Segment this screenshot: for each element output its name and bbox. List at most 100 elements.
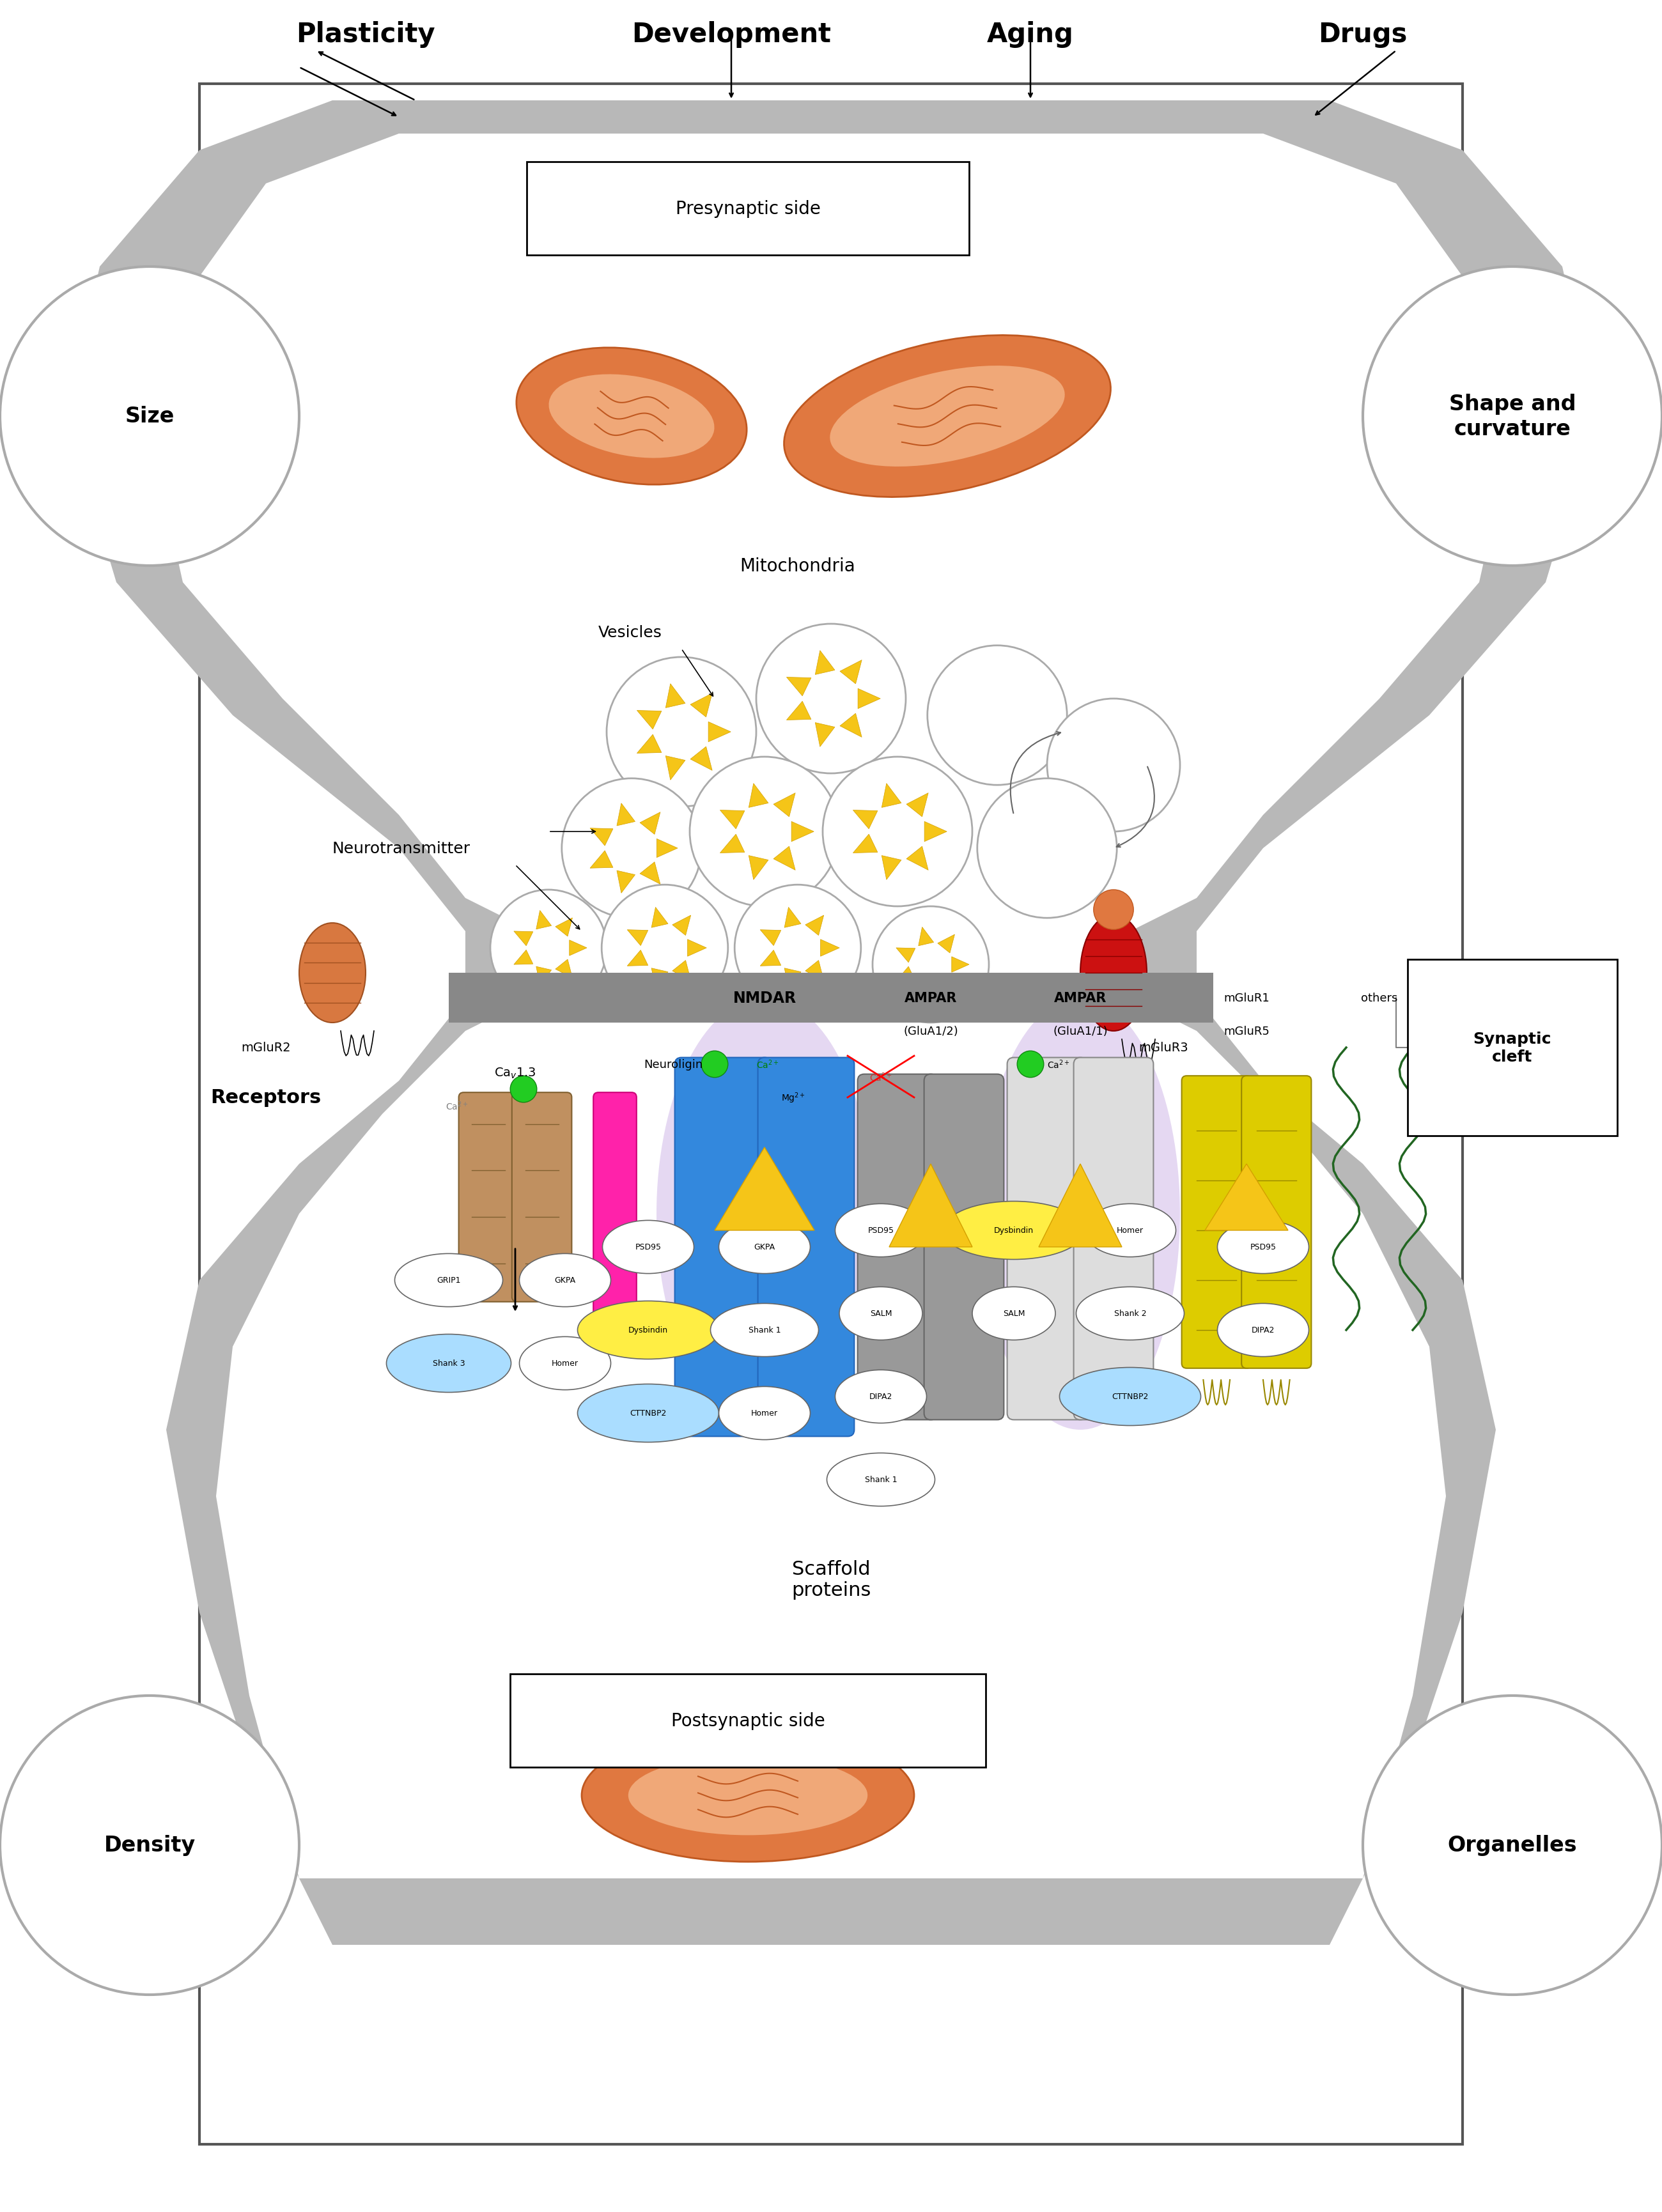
Polygon shape [839,661,863,684]
Circle shape [1363,268,1662,566]
Polygon shape [555,918,572,936]
Circle shape [927,646,1067,785]
Polygon shape [853,834,878,854]
Ellipse shape [1084,1203,1177,1256]
Ellipse shape [519,1336,612,1389]
Text: PSD95: PSD95 [1250,1243,1276,1252]
Polygon shape [637,710,661,730]
Text: (GluA1/2): (GluA1/2) [904,1026,957,1037]
Text: Presynaptic side: Presynaptic side [675,199,821,217]
Polygon shape [666,757,685,781]
Text: Development: Development [632,22,831,49]
Polygon shape [150,135,1512,1878]
Circle shape [735,885,861,1011]
Text: Shank 1: Shank 1 [748,1327,781,1334]
Polygon shape [1039,1164,1122,1248]
Text: GKPA: GKPA [555,1276,575,1285]
Ellipse shape [578,1385,718,1442]
Polygon shape [750,783,768,807]
Text: Aging: Aging [987,22,1074,49]
Polygon shape [673,960,691,980]
Text: SALM: SALM [869,1310,892,1318]
FancyBboxPatch shape [527,161,969,254]
Polygon shape [937,936,954,953]
Polygon shape [816,723,834,748]
Text: GRIP1: GRIP1 [437,1276,460,1285]
Text: Postsynaptic side: Postsynaptic side [671,1712,824,1730]
Polygon shape [617,803,635,825]
Polygon shape [690,748,713,770]
Polygon shape [784,969,801,989]
Ellipse shape [834,1369,927,1422]
FancyBboxPatch shape [593,1093,637,1318]
Text: Ca$^{2+}$: Ca$^{2+}$ [1047,1060,1070,1071]
Text: DIPA2: DIPA2 [869,1394,892,1400]
Ellipse shape [944,1201,1084,1259]
Polygon shape [708,721,731,743]
FancyBboxPatch shape [1074,1057,1153,1420]
Text: mGluR1: mGluR1 [1223,993,1270,1004]
Polygon shape [514,951,534,964]
Text: Ca$^{2+}$: Ca$^{2+}$ [756,1060,779,1071]
Text: mGluR3: mGluR3 [1138,1042,1188,1053]
Polygon shape [688,940,706,956]
Ellipse shape [656,998,873,1429]
Text: Shank 1: Shank 1 [864,1475,897,1484]
FancyBboxPatch shape [1007,1057,1087,1420]
Polygon shape [640,812,660,834]
Text: AMPAR: AMPAR [1054,991,1107,1004]
Polygon shape [715,1148,814,1230]
Ellipse shape [602,1221,695,1274]
Text: Scaffold
proteins: Scaffold proteins [791,1559,871,1599]
Polygon shape [883,783,901,807]
Circle shape [823,757,972,907]
FancyBboxPatch shape [1182,1075,1251,1369]
Ellipse shape [839,1287,922,1340]
Text: PSD95: PSD95 [635,1243,661,1252]
Polygon shape [883,856,901,880]
Text: Density: Density [103,1834,196,1856]
Text: DIPA2: DIPA2 [1251,1327,1275,1334]
Ellipse shape [628,1756,868,1836]
FancyBboxPatch shape [1408,960,1617,1137]
Ellipse shape [582,1730,914,1863]
Ellipse shape [396,1254,502,1307]
Polygon shape [853,810,878,830]
Polygon shape [720,834,745,854]
Polygon shape [786,677,811,697]
Text: GKPA: GKPA [755,1243,774,1252]
Polygon shape [773,847,796,872]
Polygon shape [821,940,839,956]
Text: AMPAR: AMPAR [904,991,957,1004]
Ellipse shape [299,922,366,1022]
Ellipse shape [828,1453,934,1506]
Text: Shank 3: Shank 3 [432,1360,465,1367]
Text: Dysbindin: Dysbindin [628,1327,668,1334]
Ellipse shape [834,1203,927,1256]
Polygon shape [760,929,781,947]
Text: mGluR5: mGluR5 [1223,1026,1270,1037]
Polygon shape [858,688,881,710]
Circle shape [1047,699,1180,832]
Ellipse shape [1080,916,1147,1031]
Circle shape [0,1697,299,1995]
Text: SALM: SALM [1002,1310,1025,1318]
Polygon shape [937,975,954,995]
Ellipse shape [1217,1303,1310,1356]
Ellipse shape [517,347,746,484]
FancyBboxPatch shape [858,1075,937,1420]
Polygon shape [906,794,929,816]
Text: Shape and
curvature: Shape and curvature [1449,394,1576,440]
FancyBboxPatch shape [510,1674,986,1767]
Text: Ca$_v$1.3: Ca$_v$1.3 [494,1066,537,1079]
Polygon shape [690,695,713,717]
Polygon shape [537,911,552,929]
FancyBboxPatch shape [924,1075,1004,1420]
Polygon shape [1205,1164,1288,1230]
Polygon shape [590,852,613,869]
Polygon shape [652,969,668,989]
Polygon shape [750,856,768,880]
Ellipse shape [1077,1287,1183,1340]
Polygon shape [816,650,834,675]
Polygon shape [889,1164,972,1248]
